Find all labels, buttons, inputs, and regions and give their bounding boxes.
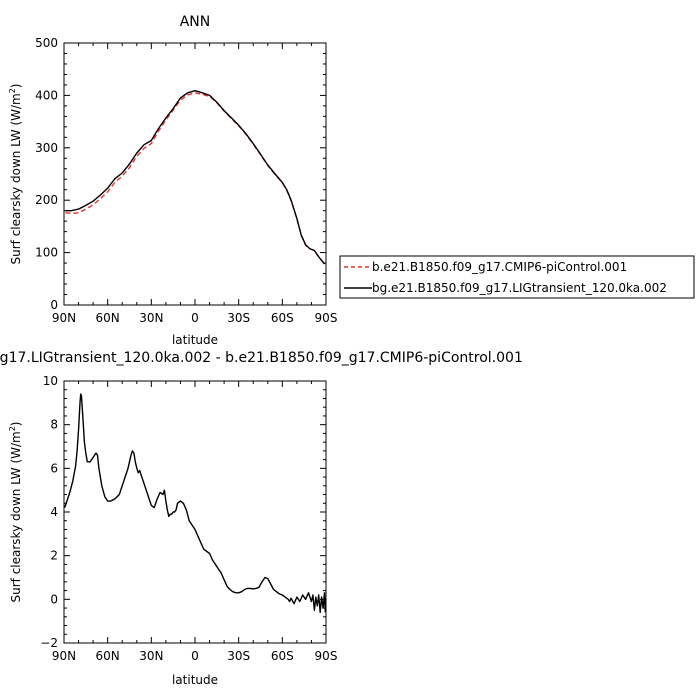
y-tick-label: 400 bbox=[35, 88, 58, 102]
x-tick-label: 90S bbox=[315, 649, 338, 663]
x-tick-label: 60S bbox=[271, 649, 294, 663]
x-tick-label: 60S bbox=[271, 311, 294, 325]
y-tick-label: 6 bbox=[50, 461, 58, 475]
x-tick-label: 90N bbox=[52, 649, 76, 663]
series-line-1 bbox=[65, 90, 326, 265]
y-tick-label: 0 bbox=[50, 298, 58, 312]
x-axis-label: latitude bbox=[172, 673, 218, 687]
plot-frame bbox=[63, 42, 327, 306]
series-group bbox=[64, 393, 326, 614]
y-tick-label: 10 bbox=[43, 374, 58, 388]
chart-difference: bg.e21.B1850.f09_g17.LIGtransient_120.0k… bbox=[0, 350, 523, 687]
chart-title: bg.e21.B1850.f09_g17.LIGtransient_120.0k… bbox=[0, 350, 523, 366]
y-tick-label: −2 bbox=[40, 636, 58, 650]
legend-frame bbox=[339, 255, 695, 299]
x-tick-label: 0 bbox=[191, 311, 199, 325]
legend: b.e21.B1850.f09_g17.CMIP6-piControl.001 … bbox=[339, 255, 695, 299]
x-tick-label: 30N bbox=[139, 649, 163, 663]
x-tick-label: 60N bbox=[96, 311, 120, 325]
y-tick-label: 500 bbox=[35, 36, 58, 50]
y-tick-label: 4 bbox=[50, 505, 58, 519]
series-line-0 bbox=[65, 92, 326, 265]
tick-group: 90N 60N 30N 0 30S 60S 90S −2 0 2 4 6 8 10 bbox=[40, 374, 337, 663]
y-tick-label: 100 bbox=[35, 246, 58, 260]
chart-title: ANN bbox=[180, 14, 211, 30]
y-axis-label: Surf clearsky down LW (W/m2) bbox=[8, 421, 23, 602]
x-tick-label: 0 bbox=[191, 649, 199, 663]
series-group bbox=[65, 90, 326, 265]
y-tick-label: 2 bbox=[50, 549, 58, 563]
chart-annual-mean: ANN 90N 60N 30N 0 30S 60S 90S0100200300400500 … bbox=[8, 14, 337, 347]
y-tick-label: 200 bbox=[35, 193, 58, 207]
y-tick-label: 0 bbox=[50, 592, 58, 606]
x-tick-label: 90S bbox=[315, 311, 338, 325]
series-line-0 bbox=[64, 393, 326, 614]
x-tick-label: 30S bbox=[227, 649, 250, 663]
x-tick-label: 30S bbox=[227, 311, 250, 325]
y-tick-label: 300 bbox=[35, 141, 58, 155]
x-tick-label: 60N bbox=[96, 649, 120, 663]
x-axis-label: latitude bbox=[172, 333, 218, 347]
plot-frame bbox=[63, 380, 327, 644]
tick-group: 90N 60N 30N 0 30S 60S 90S 0 100 200 300 400 500 bbox=[35, 36, 337, 325]
x-tick-label: 30N bbox=[139, 311, 163, 325]
legend-label-transient: bg.e21.B1850.f09_g17.LIGtransient_120.0k… bbox=[372, 281, 667, 295]
y-tick-label: 8 bbox=[50, 418, 58, 432]
y-axis-label: Surf clearsky down LW (W/m2) bbox=[8, 83, 23, 264]
x-tick-label: 90N bbox=[52, 311, 76, 325]
legend-label-control: b.e21.B1850.f09_g17.CMIP6-piControl.001 bbox=[372, 260, 627, 274]
